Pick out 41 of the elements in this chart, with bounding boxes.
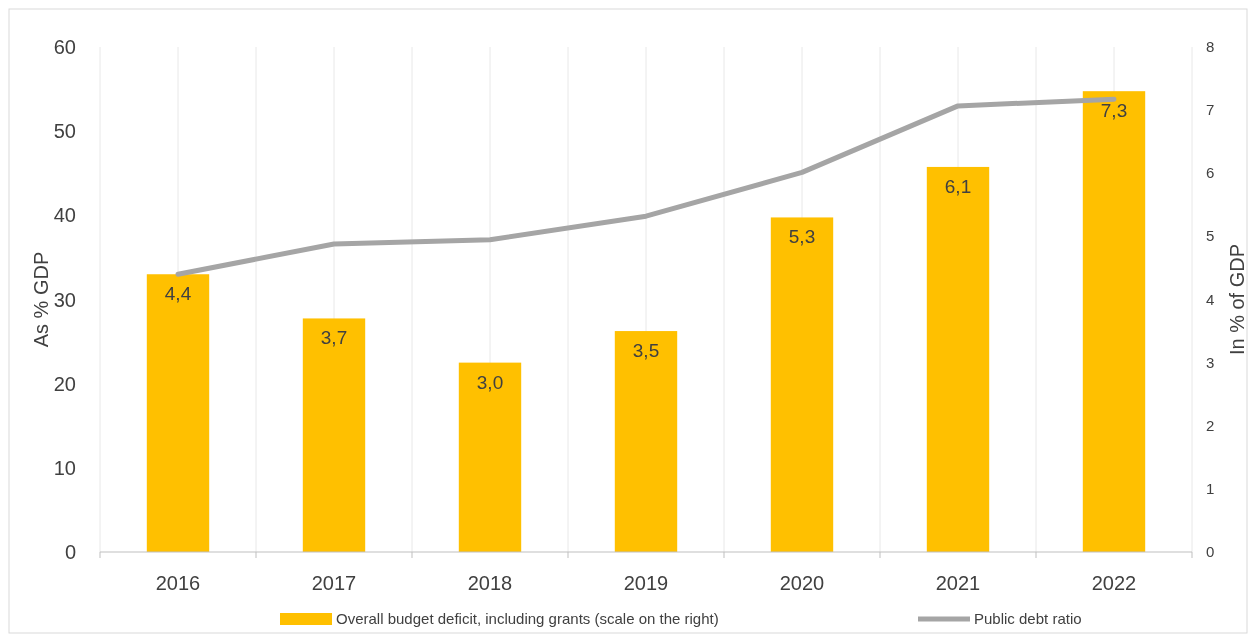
y-tick-label: 30 [53,288,76,311]
data-label: 3,0 [476,371,504,393]
y-tick-label: 60 [53,36,76,58]
data-label: 3,5 [632,340,660,362]
bar [302,318,366,552]
y-tick-label: 50 [53,120,76,143]
y-tick-label: 20 [53,372,76,395]
bar [146,274,210,552]
y2-tick-label: 2 [1206,416,1215,434]
y-tick-label: 40 [53,204,76,227]
y2-tick-label: 6 [1206,164,1215,182]
data-label: 3,7 [320,327,348,349]
y2-tick-label: 0 [1206,543,1215,560]
bar [1082,91,1146,552]
bar [770,217,834,552]
y2-tick-label: 4 [1206,290,1215,308]
x-tick-label: 2020 [779,572,825,594]
bar [926,166,990,552]
y2-tick-label: 5 [1206,227,1215,245]
legend-label: Public debt ratio [974,610,1082,627]
x-tick-label: 2019 [623,572,669,594]
y-tick-label: 0 [64,541,76,563]
y2-axis-title: In % of GDP [1226,243,1248,356]
data-label: 5,3 [788,226,816,248]
y-tick-label: 10 [53,456,76,479]
data-label: 7,3 [1100,100,1128,122]
y2-tick-label: 1 [1206,479,1215,497]
bar [458,362,522,552]
y2-tick-label: 3 [1206,353,1215,371]
bar [614,331,678,552]
data-label: 6,1 [944,175,972,197]
x-tick-label: 2017 [311,572,357,594]
y2-tick-label: 7 [1206,101,1215,119]
legend-label: Overall budget deficit, including grants (scale on the right) [336,610,719,627]
x-tick-label: 2022 [1091,572,1137,594]
y2-tick-label: 8 [1206,38,1215,55]
y-axis-title: As % GDP [30,251,52,348]
x-tick-label: 2016 [155,572,201,594]
data-label: 4,4 [164,283,192,305]
x-tick-label: 2021 [935,572,981,594]
x-tick-label: 2018 [467,572,513,594]
